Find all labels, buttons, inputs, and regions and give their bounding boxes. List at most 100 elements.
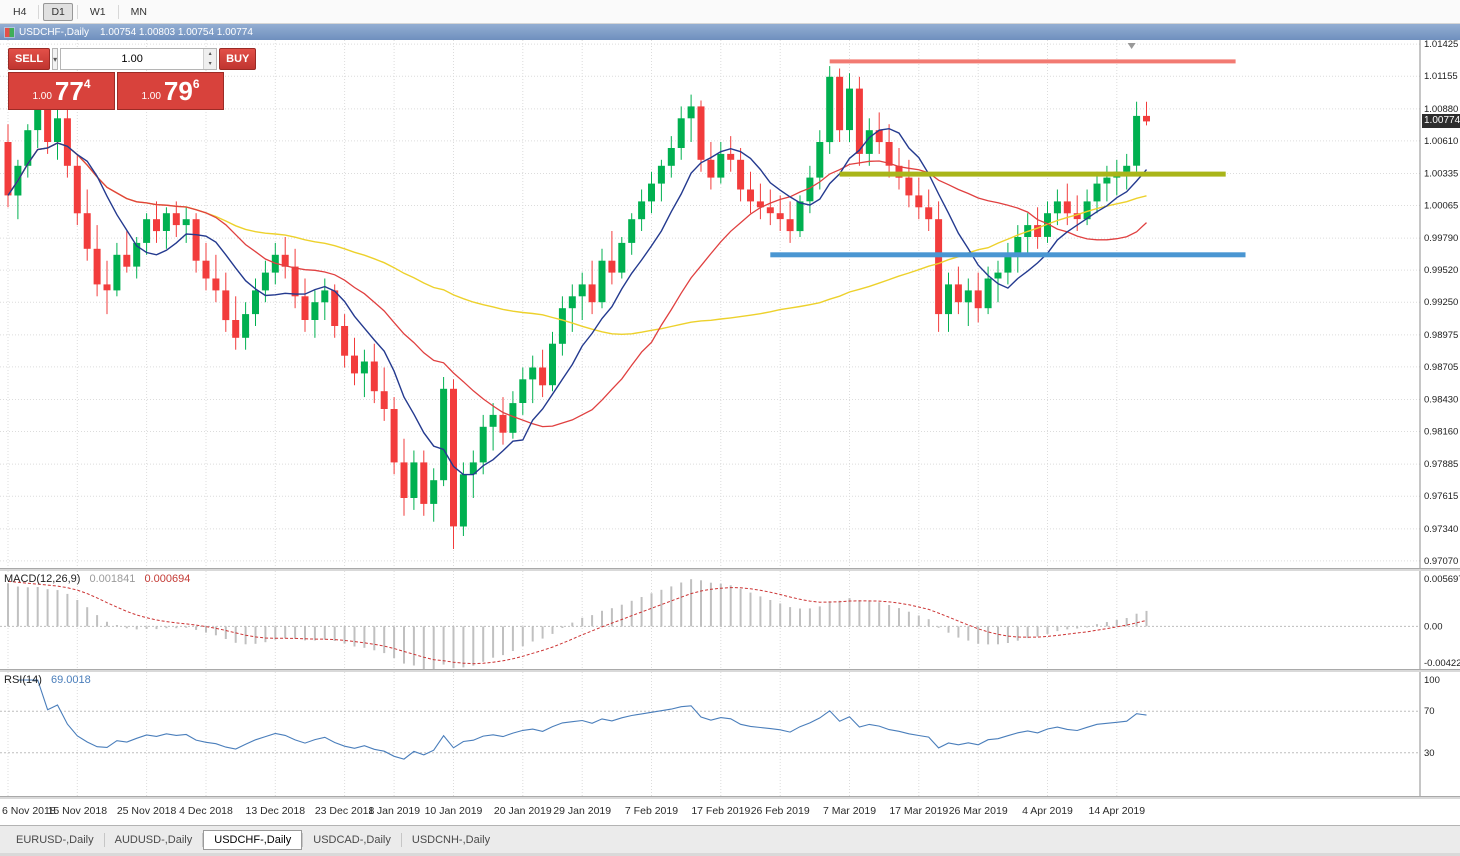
rsi-label: RSI(14) [4, 674, 42, 686]
date-label: 4 Dec 2018 [179, 805, 233, 817]
rsi-axis-label: 100 [1424, 675, 1440, 686]
price-axis-label: 0.98430 [1424, 395, 1458, 406]
toolbar-separator [117, 4, 119, 19]
date-label: 10 Jan 2019 [424, 805, 483, 817]
macd-header: MACD(12,26,9) 0.001841 0.000694 [4, 573, 190, 585]
chart-tab-usdcnh[interactable]: USDCNH-,Daily [411, 833, 491, 846]
macd-signal-value: 0.000694 [144, 573, 191, 585]
rsi-line [17, 679, 1147, 760]
tab-separator [202, 832, 204, 847]
price-axis-label: 0.99250 [1424, 297, 1458, 308]
price-axis-label: 1.00335 [1424, 168, 1458, 179]
panel-divider-macd[interactable] [0, 568, 1460, 571]
macd-histogram-layer [7, 579, 1148, 669]
date-label: 25 Nov 2018 [116, 805, 177, 817]
volume-increase-button[interactable]: ▴ [204, 49, 217, 59]
macd-panel: 0.005697 0.00 -0.004226 MACD(12,26,9) 0.00… [0, 571, 1460, 669]
volume-field: ▴ ▾ [60, 48, 218, 70]
rsi-value: 69.0018 [50, 674, 91, 686]
date-label: 17 Feb 2019 [691, 805, 751, 817]
volume-input[interactable] [61, 49, 204, 69]
macd-label: MACD(12,26,9) [4, 573, 81, 585]
date-label: 23 Dec 2018 [314, 805, 375, 817]
price-axis-label: 0.98160 [1424, 427, 1458, 438]
timeframe-w1-button[interactable]: W1 [82, 3, 114, 21]
ask-price-pip: 6 [192, 77, 200, 91]
price-chart-canvas[interactable]: 1.014251.011551.008801.006101.003351.000… [0, 40, 1460, 568]
ask-price-main: 79 [163, 76, 193, 106]
trend-lines-layer [770, 59, 1246, 258]
chart-tab-usdchf[interactable]: USDCHF-,Daily [203, 829, 303, 850]
ask-price-display[interactable]: 1.00 79 6 [117, 72, 224, 110]
sell-button[interactable]: SELL [8, 48, 51, 70]
tab-separator [103, 832, 105, 847]
price-axis-label: 1.01425 [1424, 40, 1458, 50]
bid-price-pip: 4 [83, 77, 91, 91]
timeframe-toolbar: H4 D1 W1 MN [0, 0, 1460, 24]
price-axis-label: 0.98975 [1424, 330, 1458, 341]
time-axis[interactable]: 6 Nov 2018 15 Nov 2018 25 Nov 2018 4 Dec 20… [0, 799, 1460, 825]
date-label: 7 Feb 2019 [624, 805, 679, 817]
bid-price-prefix: 1.00 [32, 91, 52, 102]
rsi-panel: 100 70 30 RSI(14) 69.0018 [0, 672, 1460, 796]
price-axis-label: 0.97885 [1424, 459, 1458, 470]
mid-level-line [839, 171, 1226, 177]
buy-button[interactable]: BUY [219, 48, 257, 70]
date-label: 17 Mar 2019 [889, 805, 949, 817]
volume-decrease-button[interactable]: ▾ [204, 59, 217, 69]
price-axis-label: 0.99790 [1424, 233, 1458, 244]
timeframe-mn-button[interactable]: MN [123, 3, 155, 21]
one-click-trading-panel: SELL ▾ ▴ ▾ BUY 1.00 77 4 [8, 48, 257, 110]
ma-fast [7, 127, 1148, 476]
price-axis-label: 0.99520 [1424, 265, 1458, 276]
macd-axis-label: 0.00 [1424, 621, 1443, 632]
date-label: 7 Mar 2019 [822, 805, 877, 817]
price-axis-label: 0.97070 [1424, 556, 1458, 567]
chevron-down-icon: ▾ [208, 61, 212, 67]
candles-layer [4, 66, 1150, 549]
toolbar-separator [76, 4, 78, 19]
date-label: 14 Apr 2019 [1088, 805, 1146, 817]
resistance-line [829, 59, 1236, 64]
date-label: 4 Apr 2019 [1022, 805, 1073, 817]
bid-price-display[interactable]: 1.00 77 4 [8, 72, 115, 110]
rsi-canvas[interactable]: 100 70 30 [0, 672, 1460, 796]
tab-separator [302, 832, 304, 847]
chart-tab-usdcad[interactable]: USDCAD-,Daily [313, 833, 391, 846]
macd-axis-label: 0.005697 [1424, 574, 1460, 585]
chart-tab-eurusd[interactable]: EURUSD-,Daily [16, 833, 94, 846]
date-label: 26 Mar 2019 [948, 805, 1008, 817]
price-axis-label: 0.97340 [1424, 524, 1458, 535]
volume-spinner: ▴ ▾ [203, 49, 217, 69]
price-chart-panel: 1.01425 1.01155 1.00880 1.00610 1.00335 1.000… [0, 40, 1460, 568]
date-label: 29 Jan 2019 [553, 805, 612, 817]
chart-shift-marker [1127, 43, 1136, 49]
date-label: 13 Dec 2018 [245, 805, 306, 817]
rsi-axis-label: 30 [1424, 748, 1435, 759]
panel-divider-rsi[interactable] [0, 669, 1460, 672]
macd-canvas[interactable]: 0.005697 0.00 -0.004226 [0, 571, 1460, 669]
price-axis-label: 1.00065 [1424, 201, 1458, 212]
macd-signal-line [7, 580, 1147, 665]
timeframe-d1-button[interactable]: D1 [43, 2, 73, 21]
chart-tabs-bar: EURUSD-,Daily AUDUSD-,Daily USDCHF-,Dail… [0, 825, 1460, 853]
chart-title-bar: USDCHF-,Daily 1.00754 1.00803 1.00754 1.… [0, 24, 1460, 40]
rsi-axis-label: 70 [1424, 706, 1435, 717]
timeframe-h4-button[interactable]: H4 [5, 3, 34, 21]
date-label: 20 Jan 2019 [493, 805, 552, 817]
volume-dropdown-button[interactable]: ▾ [52, 48, 59, 70]
price-axis-label: 0.98705 [1424, 362, 1458, 373]
chevron-up-icon: ▴ [208, 51, 212, 57]
date-label: 1 Jan 2019 [368, 805, 421, 817]
panel-divider-time-axis[interactable] [0, 796, 1460, 799]
chart-tab-audusd[interactable]: AUDUSD-,Daily [114, 833, 193, 846]
rsi-header: RSI(14) 69.0018 [4, 674, 91, 686]
chart-title-symbol: USDCHF-,Daily [19, 26, 89, 38]
chart-title-ohlc: 1.00754 1.00803 1.00754 1.00774 [100, 26, 253, 38]
current-price-badge: 1.00774 [1422, 114, 1460, 128]
bottom-filler [0, 853, 1460, 856]
date-label: 6 Nov 2018 [2, 805, 56, 817]
price-axis-label: 1.00880 [1424, 104, 1458, 115]
toolbar-separator [38, 4, 40, 19]
